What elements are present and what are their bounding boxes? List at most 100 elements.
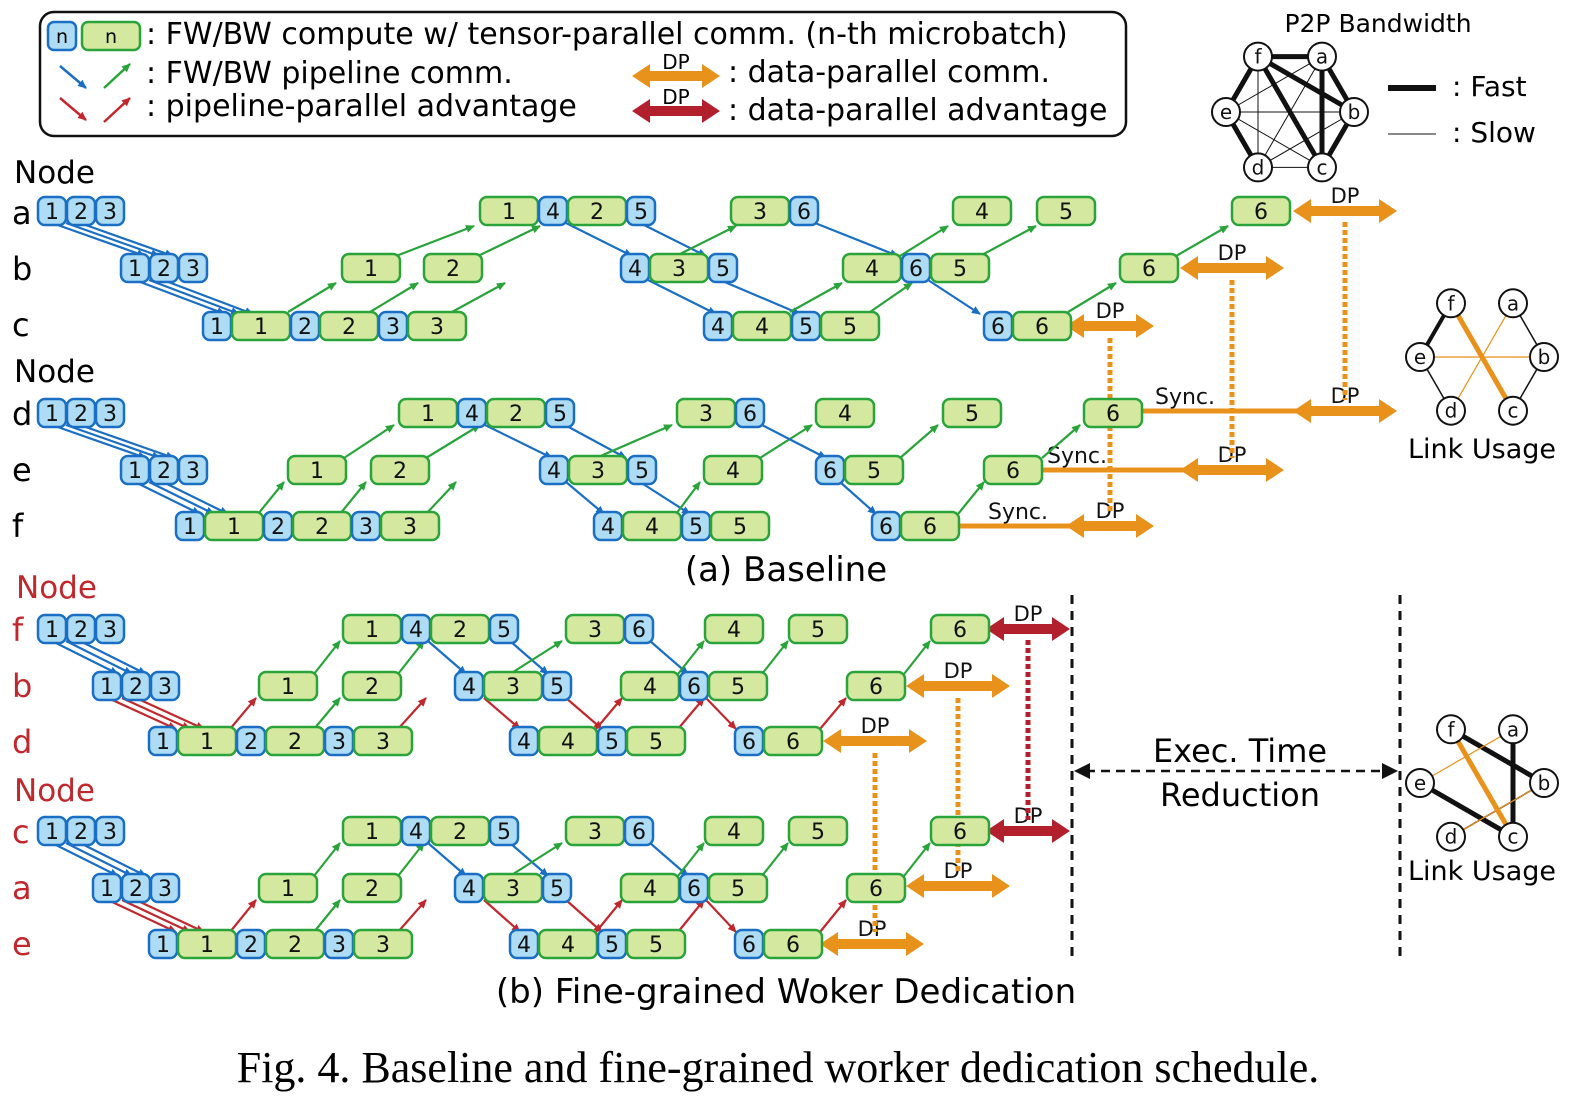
green-pipeline-arrow: [425, 424, 481, 459]
graph-node-d: [1436, 395, 1466, 426]
bw-compute-box-1: [257, 872, 319, 904]
red-pipeline-arrow: [107, 899, 177, 933]
blue-pipeline-arrow: [148, 278, 240, 316]
green-pipeline-arrow: [595, 423, 673, 460]
green-pipeline-arrow: [903, 842, 931, 877]
green-pipeline-arrow: [903, 640, 931, 675]
legend-green-box-label: n: [105, 26, 117, 48]
microbatch-number-4: 4: [465, 402, 479, 427]
blue-pipeline-arrow: [79, 221, 174, 258]
microbatch-number-1: 1: [364, 257, 378, 282]
bw-compute-box-6: [1118, 252, 1180, 284]
dp-comm-arrow: [1066, 314, 1154, 338]
graph-node-a: [1307, 41, 1337, 72]
fw-compute-box-5: [541, 872, 573, 904]
dp-advantage-arrow: [986, 819, 1070, 843]
blue-pipeline-arrow: [65, 423, 161, 460]
bw-compute-box-5: [625, 725, 687, 757]
blue-pipeline-arrow: [79, 640, 147, 675]
microbatch-number-6: 6: [879, 515, 893, 540]
blue-pipeline-arrow: [51, 640, 119, 675]
microbatch-number-5: 5: [689, 515, 703, 540]
legend-red-arrow-2: [103, 97, 131, 123]
microbatch-number-5: 5: [953, 257, 967, 282]
bw-compute-box-4: [951, 195, 1013, 227]
blue-pipeline-arrow: [484, 424, 553, 459]
green-pipeline-arrow: [313, 842, 341, 877]
fw-compute-box-3: [177, 252, 209, 284]
blue-pipeline-arrow: [134, 278, 226, 316]
blue-pipeline-arrow: [65, 842, 133, 877]
microbatch-number-1: 1: [227, 515, 241, 540]
microbatch-number-6: 6: [991, 315, 1005, 340]
blue-pipeline-arrow: [509, 842, 549, 877]
fw-compute-box-5: [541, 670, 573, 702]
green-pipeline-arrow: [257, 481, 285, 515]
green-pipeline-arrow: [509, 640, 563, 675]
graph-node-f: [1436, 288, 1466, 319]
communication-layer: DPDPDPDPDPDPSync.Sync.Sync.DPDPDPDPDPDP: [820, 184, 1397, 956]
dp-comm-arrow: [1293, 399, 1397, 423]
microbatch-number-1: 1: [45, 402, 59, 427]
microbatch-number-2: 2: [298, 315, 312, 340]
dp-label: DP: [1218, 241, 1247, 265]
fw-compute-box-6: [788, 195, 820, 227]
microbatch-number-4: 4: [975, 200, 989, 225]
bw-compute-box-4: [702, 454, 764, 486]
red-pipeline-arrow: [565, 697, 603, 730]
microbatch-number-5: 5: [811, 820, 825, 845]
bw-compute-box-1: [286, 454, 348, 486]
bw-compute-box-2: [369, 454, 431, 486]
graph-node-b: [1529, 342, 1559, 372]
microbatch-number-4: 4: [628, 257, 642, 282]
dp-comm-arrow: [906, 674, 1010, 698]
microbatch-number-4: 4: [645, 515, 659, 540]
microbatch-number-4: 4: [838, 402, 852, 427]
microbatch-number-5: 5: [649, 933, 663, 958]
red-pipeline-arrow: [677, 697, 705, 730]
microbatch-number-5: 5: [497, 820, 511, 845]
fast-link-label: : Fast: [1452, 70, 1527, 103]
microbatch-number-1: 1: [200, 730, 214, 755]
fw-compute-box-5: [488, 815, 520, 847]
green-pipeline-arrow: [1067, 282, 1117, 313]
exec-time-label: Exec. Time: [1153, 732, 1327, 770]
microbatch-number-4: 4: [727, 618, 741, 643]
microbatch-number-4: 4: [755, 315, 769, 340]
fw-compute-box-5: [544, 397, 576, 429]
baseline-row-label-e: e: [12, 451, 32, 489]
microbatch-number-4: 4: [517, 730, 531, 755]
red-pipeline-arrow: [819, 697, 847, 730]
exec-arrow-left-head: [1074, 763, 1090, 779]
microbatch-number-2: 2: [129, 877, 143, 902]
microbatch-number-3: 3: [376, 730, 390, 755]
microbatch-number-5: 5: [649, 730, 663, 755]
microbatch-number-4: 4: [462, 675, 476, 700]
microbatch-number-5: 5: [731, 877, 745, 902]
microbatch-number-3: 3: [103, 402, 117, 427]
dp-label: DP: [1218, 443, 1247, 467]
blue-pipeline-arrow: [79, 423, 175, 460]
microbatch-number-2: 2: [129, 675, 143, 700]
microbatch-number-6: 6: [632, 820, 646, 845]
blue-pipeline-arrow: [162, 278, 254, 316]
green-pipeline-arrow: [869, 282, 913, 313]
microbatch-number-3: 3: [506, 877, 520, 902]
microbatch-number-1: 1: [502, 200, 516, 225]
microbatch-number-3: 3: [753, 200, 767, 225]
microbatch-number-2: 2: [365, 675, 379, 700]
microbatch-number-6: 6: [1254, 200, 1268, 225]
microbatch-number-4: 4: [643, 877, 657, 902]
microbatch-number-2: 2: [446, 257, 460, 282]
microbatch-number-5: 5: [553, 402, 567, 427]
microbatch-number-1: 1: [128, 459, 142, 484]
blue-pipeline-arrow: [51, 423, 147, 460]
microbatch-number-6: 6: [869, 877, 883, 902]
graph-node-label-c: c: [1317, 155, 1328, 179]
link-c-e: [1418, 780, 1515, 839]
baseline-node-heading-1: Node: [14, 155, 95, 191]
microbatch-number-4: 4: [711, 315, 725, 340]
microbatch-number-3: 3: [588, 618, 602, 643]
microbatch-number-5: 5: [635, 459, 649, 484]
blue-pipeline-arrow: [51, 221, 146, 258]
